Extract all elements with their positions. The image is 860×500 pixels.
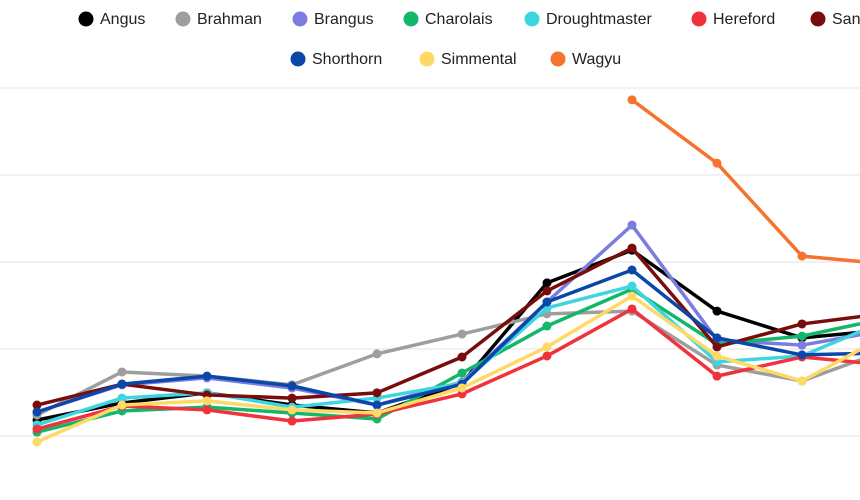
legend-swatch [810, 11, 826, 27]
legend-swatch [550, 51, 566, 67]
data-point [627, 304, 637, 314]
legend-item: Simmental [419, 51, 517, 68]
data-point [712, 306, 722, 316]
data-point [32, 424, 42, 434]
legend-item: Droughtmaster [524, 11, 652, 28]
data-point [117, 379, 127, 389]
data-point [542, 321, 552, 331]
data-point [797, 319, 807, 329]
data-point [287, 405, 297, 415]
data-point [542, 351, 552, 361]
legend-item: Brahman [175, 11, 262, 28]
legend-item: Wagyu [550, 51, 621, 68]
legend-swatch [403, 11, 419, 27]
data-point [542, 342, 552, 352]
data-point [117, 400, 127, 410]
legend-label: Simmental [441, 51, 517, 68]
data-point [627, 95, 637, 105]
legend-swatch [78, 11, 94, 27]
data-point [372, 349, 382, 359]
legend-item: Charolais [403, 11, 493, 28]
legend-item: San [810, 11, 860, 28]
data-point [202, 371, 212, 381]
data-point [797, 331, 807, 341]
legend-item: Shorthorn [290, 51, 382, 68]
data-point [542, 278, 552, 288]
legend-item: Angus [78, 11, 145, 28]
data-point [627, 265, 637, 275]
data-point [712, 371, 722, 381]
legend-swatch [290, 51, 306, 67]
data-point [627, 243, 637, 253]
legend-label: Droughtmaster [546, 11, 652, 28]
legend-swatch [419, 51, 435, 67]
legend-label: Charolais [425, 11, 493, 28]
data-point [627, 220, 637, 230]
legend-label: Brahman [197, 11, 262, 28]
data-point [457, 329, 467, 339]
data-point [542, 286, 552, 296]
data-point [797, 340, 807, 350]
data-point [32, 407, 42, 417]
data-point [32, 437, 42, 447]
legend-label: Wagyu [572, 51, 621, 68]
data-point [372, 408, 382, 418]
data-point [712, 351, 722, 361]
data-point [542, 297, 552, 307]
data-point [797, 251, 807, 261]
data-point [627, 291, 637, 301]
legend-label: Brangus [314, 11, 374, 28]
legend-label: Angus [100, 11, 145, 28]
data-point [457, 383, 467, 393]
legend-swatch [524, 11, 540, 27]
data-point [797, 376, 807, 386]
legend-label: Hereford [713, 11, 775, 28]
data-point [202, 396, 212, 406]
data-point [372, 400, 382, 410]
data-point [627, 281, 637, 291]
data-point [372, 388, 382, 398]
data-point [32, 400, 42, 410]
data-point [712, 333, 722, 343]
data-point [712, 158, 722, 168]
data-point [457, 352, 467, 362]
legend-item: Brangus [292, 11, 374, 28]
data-point [117, 367, 127, 377]
legend-item: Hereford [691, 11, 775, 28]
legend-label: San [832, 11, 860, 28]
legend-swatch [691, 11, 707, 27]
data-point [117, 393, 127, 403]
data-point [797, 350, 807, 360]
legend-swatch [292, 11, 308, 27]
legend-swatch [175, 11, 191, 27]
data-point [287, 381, 297, 391]
data-point [287, 393, 297, 403]
data-point [457, 368, 467, 378]
legend-label: Shorthorn [312, 51, 382, 68]
data-point [712, 342, 722, 352]
data-point [202, 405, 212, 415]
data-point [287, 416, 297, 426]
series-line [630, 98, 860, 264]
